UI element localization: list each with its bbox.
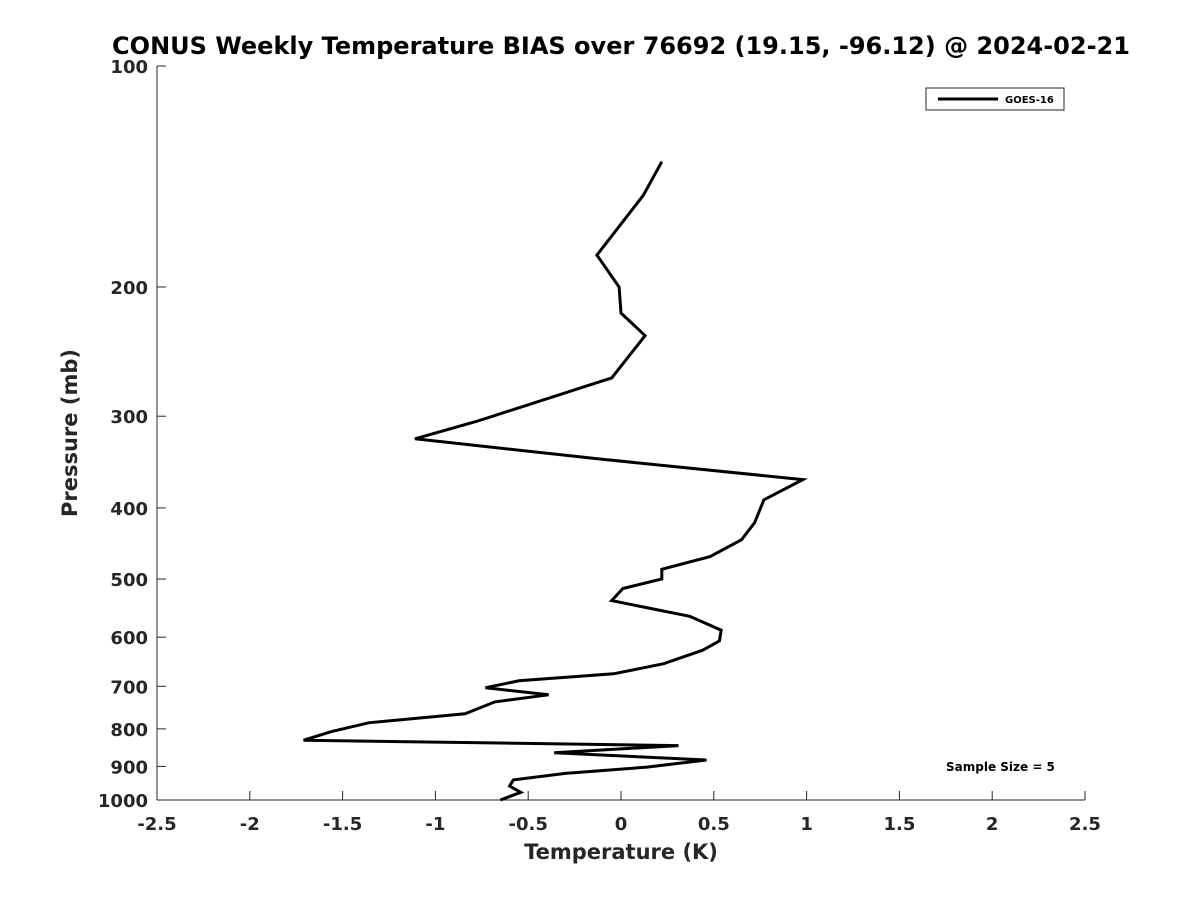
y-tick-label: 200	[110, 278, 148, 299]
x-tick-label: 2.5	[1069, 814, 1101, 835]
x-tick-label: -1.5	[323, 814, 362, 835]
x-tick-label: -0.5	[509, 814, 548, 835]
series-line-goes-16	[303, 160, 809, 802]
y-tick-label: 400	[110, 499, 148, 520]
x-tick-label: 0.5	[698, 814, 730, 835]
legend-label-goes-16: GOES-16	[1005, 95, 1054, 106]
y-tick-label: 500	[110, 570, 148, 591]
x-tick-label: 1	[800, 814, 813, 835]
y-tick-label: 700	[110, 677, 148, 698]
y-tick-label: 600	[110, 628, 148, 649]
y-tick-label: 300	[110, 407, 148, 428]
y-tick-label: 1000	[98, 791, 148, 812]
y-axis-label: Pressure (mb)	[58, 349, 82, 517]
x-axis-ticks: -2.5 -2 -1.5 -1 -0.5 0 0.5 1 1.5 2 2.5	[137, 791, 1101, 835]
series-layer	[303, 160, 809, 802]
y-tick-label: 100	[110, 57, 148, 78]
y-tick-label: 900	[110, 757, 148, 778]
x-tick-label: -1	[425, 814, 445, 835]
x-tick-label: 2	[986, 814, 999, 835]
chart-title: CONUS Weekly Temperature BIAS over 76692…	[112, 32, 1130, 60]
sample-size-annotation: Sample Size = 5	[946, 760, 1055, 774]
plot-axes	[156, 66, 1085, 801]
y-axis-ticks: 100 200 300 400 500 600 700 800 900 1000	[98, 57, 166, 812]
y-tick-label: 800	[110, 720, 148, 741]
x-axis-label: Temperature (K)	[524, 840, 718, 864]
legend: GOES-16	[925, 87, 1065, 111]
x-tick-label: 0	[615, 814, 628, 835]
x-tick-label: -2.5	[137, 814, 176, 835]
x-tick-label: 1.5	[883, 814, 915, 835]
x-tick-label: -2	[240, 814, 260, 835]
